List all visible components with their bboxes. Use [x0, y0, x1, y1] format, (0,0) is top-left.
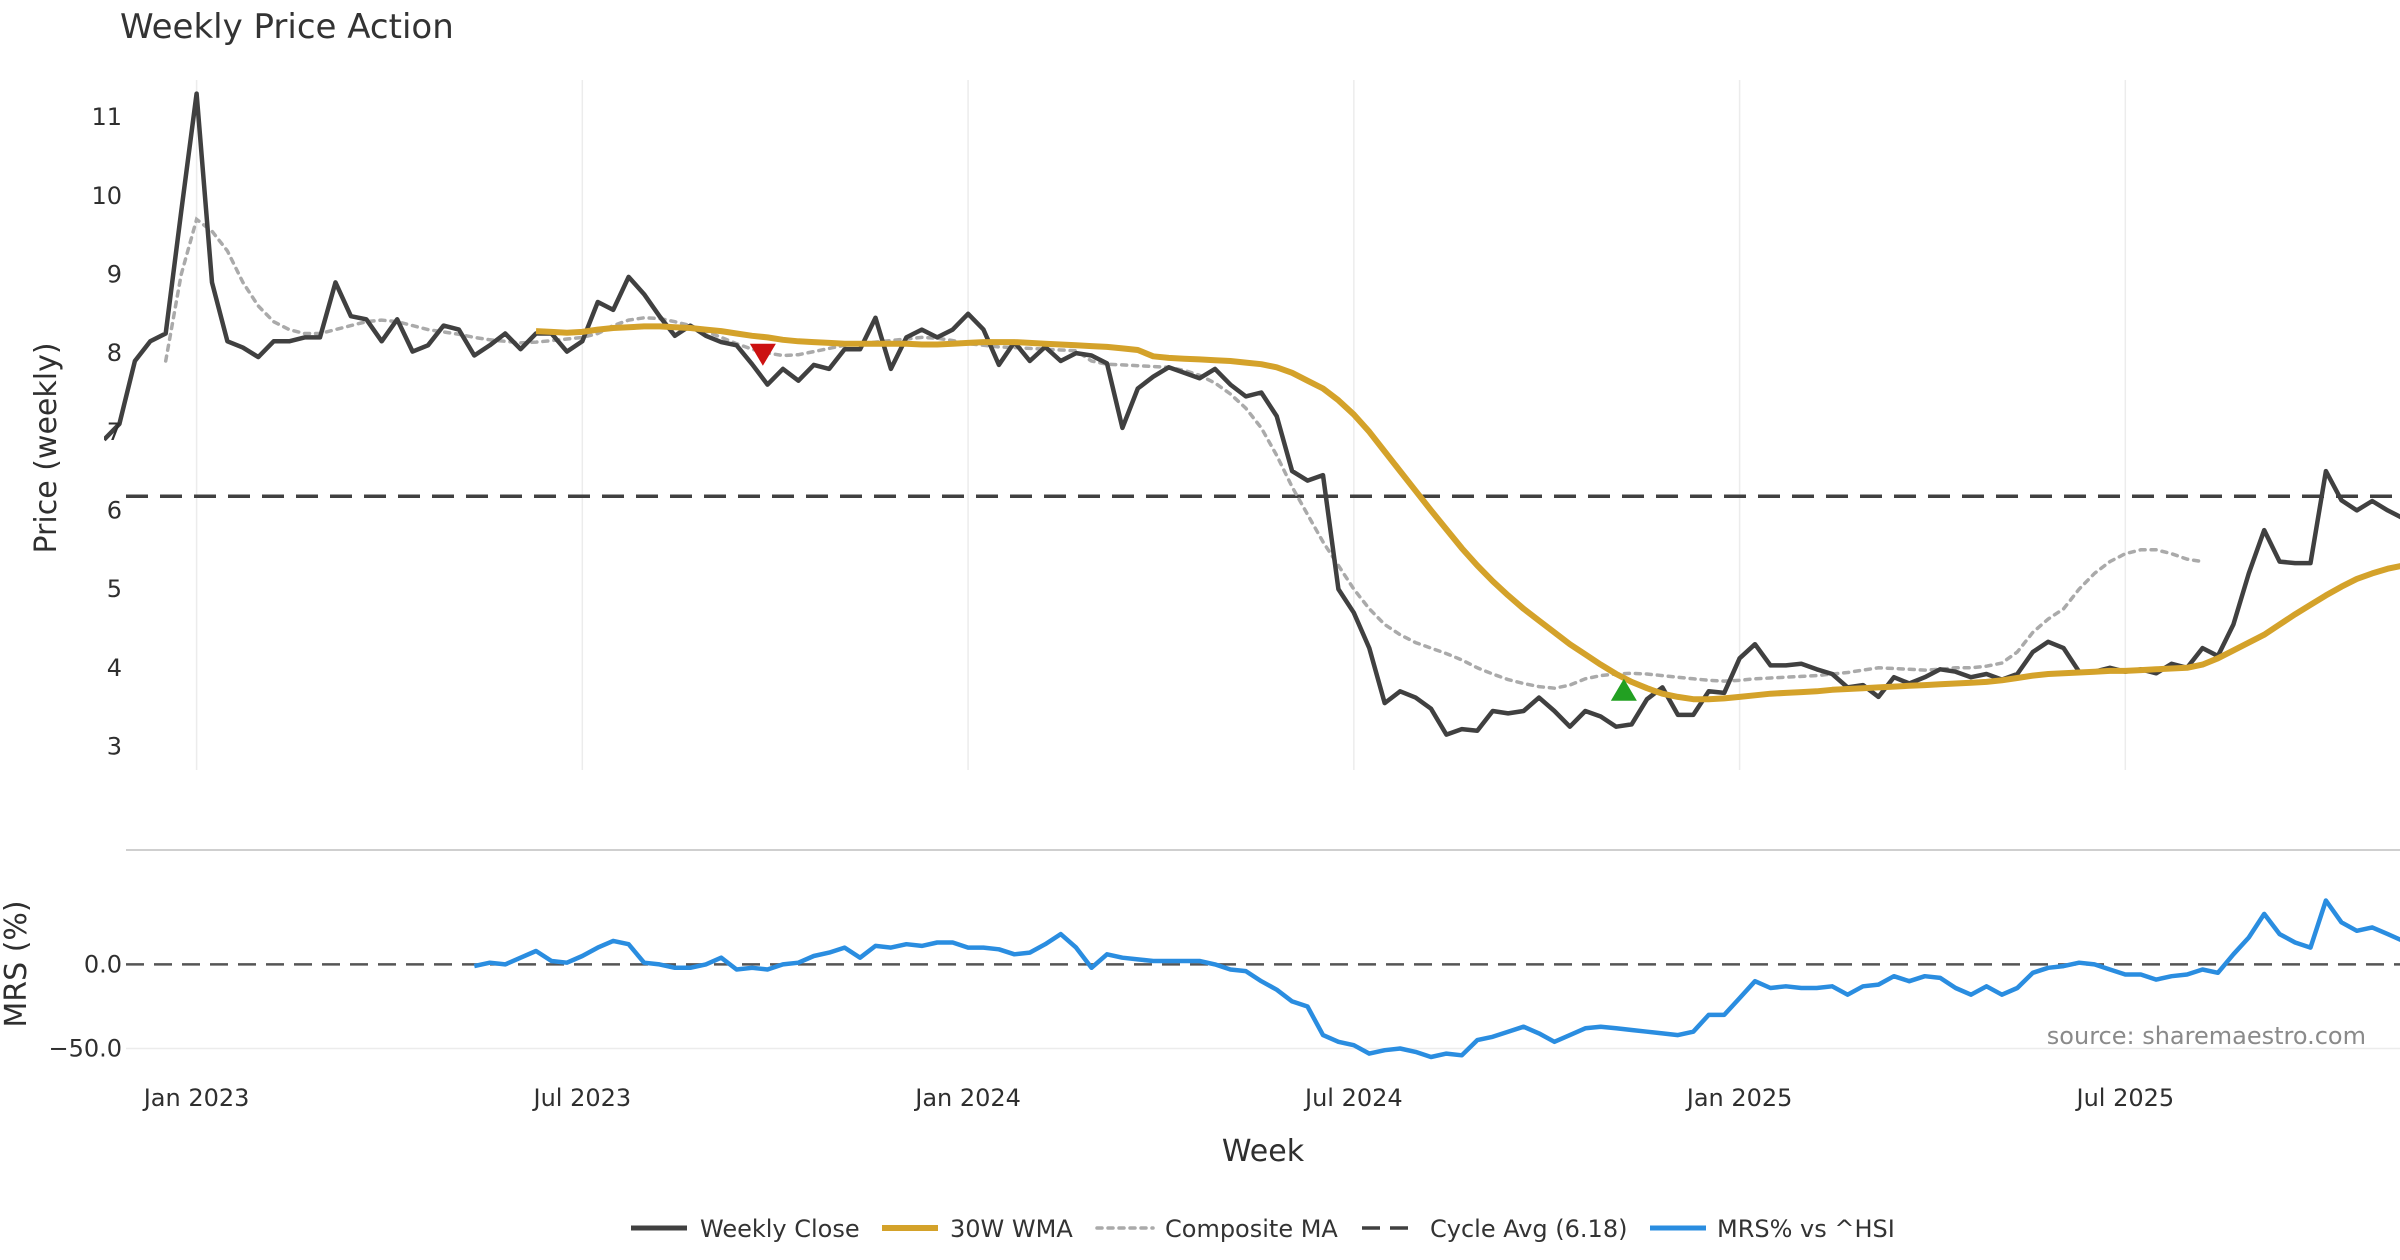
price-y-tick-label: 8 [107, 339, 122, 367]
legend-label: Weekly Close [700, 1215, 860, 1243]
legend-label: 30W WMA [950, 1215, 1073, 1243]
grid-layer [126, 80, 2400, 1050]
price-y-tick-label: 11 [91, 103, 122, 131]
x-tick-label: Jul 2024 [1303, 1084, 1403, 1112]
price-panel-y-axis-label: Price (weekly) [29, 342, 64, 553]
source-annotation: source: sharemaestro.com [2047, 1022, 2366, 1050]
mrs-y-tick-label: −50.0 [48, 1035, 122, 1063]
legend-label: Composite MA [1165, 1215, 1338, 1243]
x-tick-label: Jul 2025 [2075, 1084, 2175, 1112]
sell-signal-marker [749, 343, 776, 366]
composite-ma-line [163, 216, 2205, 690]
price-y-tick-label: 7 [107, 418, 122, 446]
x-tick-label: Jul 2023 [531, 1084, 631, 1112]
mrs-panel-y-axis-label: MRS (%) [0, 900, 34, 1027]
buy-signal-marker [1610, 678, 1637, 701]
wma30-line [535, 323, 2400, 703]
x-tick-label: Jan 2025 [1685, 1084, 1793, 1112]
x-tick-label: Jan 2023 [142, 1084, 250, 1112]
x-tick-label: Jan 2024 [913, 1084, 1021, 1112]
price-y-tick-label: 9 [107, 260, 122, 288]
series-layer [104, 91, 2400, 1060]
price-y-tick-label: 5 [107, 575, 122, 603]
mrs-y-tick-label: 0.0 [84, 950, 122, 978]
price-y-tick-label: 4 [107, 654, 122, 682]
legend-label: Cycle Avg (6.18) [1430, 1215, 1627, 1243]
price-y-tick-label: 3 [107, 732, 122, 760]
x-axis-label: Week [1222, 1134, 1305, 1169]
legend-label: MRS% vs ^HSI [1717, 1215, 1895, 1243]
mrs-line [473, 898, 2400, 1060]
price-y-tick-label: 6 [107, 496, 122, 524]
price-y-tick-label: 10 [91, 182, 122, 210]
axes-layer: 3 4 5 6 7 8 9 10 11 0.0 −50.0 Jan 2023 Jul 2023 Jan 2… [48, 103, 2174, 1112]
chart-title: Weekly Price Action [120, 7, 454, 47]
legend: Weekly Close 30W WMA Composite MA Cycle Avg… [631, 1215, 1895, 1243]
